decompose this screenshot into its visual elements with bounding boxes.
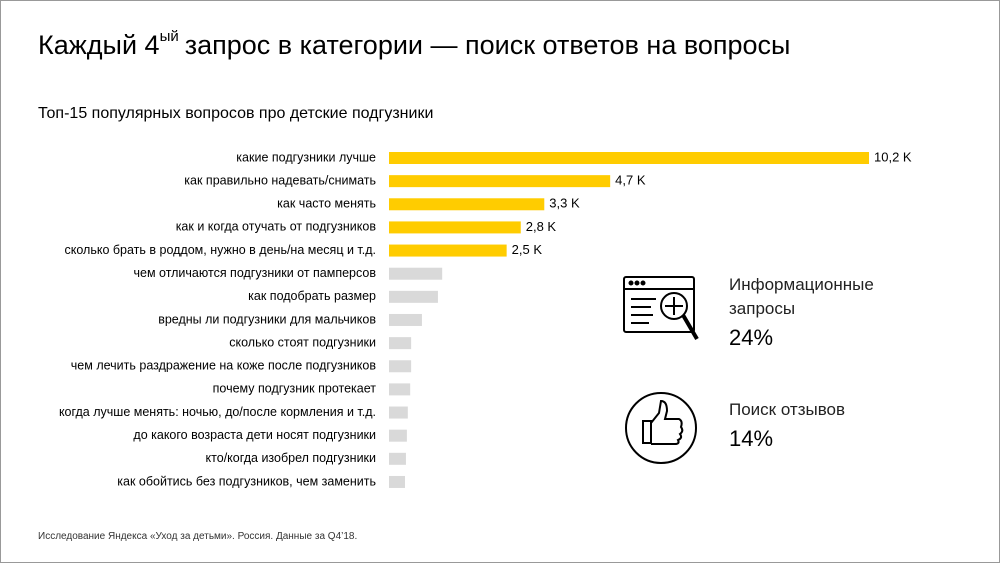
category-label: как и когда отучать от подгузников	[176, 220, 377, 234]
category-label: кто/когда изобрел подгузники	[206, 451, 376, 465]
category-label: как обойтись без подгузников, чем замени…	[117, 474, 376, 488]
title-rest: запрос в категории — поиск ответов на во…	[185, 30, 791, 60]
value-label: 4,7 K	[615, 173, 646, 188]
bar	[389, 267, 443, 280]
category-label: почему подгузник протекает	[213, 382, 377, 396]
bar	[389, 313, 422, 326]
category-label: до какого возраста дети носят подгузники	[133, 428, 376, 442]
bar	[389, 152, 869, 164]
footnote: Исследование Яндекса «Уход за детьми». Р…	[38, 531, 358, 542]
title-main: Каждый 4	[38, 30, 160, 60]
category-label: когда лучше менять: ночью, до/после корм…	[59, 405, 376, 419]
category-label: вредны ли подгузники для мальчиков	[158, 312, 376, 326]
value-label: 2,8 K	[526, 219, 557, 234]
bar	[389, 452, 406, 465]
category-label: какие подгузники лучше	[236, 150, 376, 164]
bar	[389, 337, 412, 350]
bar	[389, 290, 438, 303]
value-label: 2,5 K	[512, 242, 543, 257]
bar	[389, 244, 507, 257]
stat-label: Информационные запросы	[729, 275, 874, 318]
bar	[389, 383, 411, 396]
thumbs-icon	[625, 392, 697, 464]
stat-value: 24%	[729, 325, 774, 350]
value-label: 3,3 K	[549, 196, 580, 211]
bar	[389, 429, 407, 442]
subtitle: Топ-15 популярных вопросов про детские п…	[38, 105, 433, 122]
category-label: как правильно надевать/снимать	[184, 173, 376, 187]
category-label: сколько стоят подгузники	[229, 335, 376, 349]
category-label: как часто менять	[277, 197, 376, 211]
value-label: 10,2 K	[874, 149, 912, 164]
stat: Поиск отзывов 14%	[729, 398, 909, 452]
stat: Информационные запросы 24%	[729, 273, 909, 351]
category-label: чем отличаются подгузники от памперсов	[133, 266, 376, 280]
info-icon	[623, 276, 699, 341]
title-superscript: ый	[160, 28, 179, 45]
bar	[389, 198, 545, 211]
category-label: как подобрать размер	[248, 289, 376, 303]
bar	[389, 406, 408, 419]
stat-value: 14%	[729, 426, 774, 451]
bar	[389, 175, 611, 188]
stat-label: Поиск отзывов	[729, 400, 846, 419]
bar	[389, 221, 521, 234]
bar	[389, 360, 412, 373]
category-label: чем лечить раздражение на коже после под…	[71, 359, 377, 373]
category-label: сколько брать в роддом, нужно в день/на …	[65, 243, 377, 257]
title: Каждый 4ый запрос в категории — поиск отв…	[38, 28, 790, 60]
bar	[389, 475, 405, 488]
